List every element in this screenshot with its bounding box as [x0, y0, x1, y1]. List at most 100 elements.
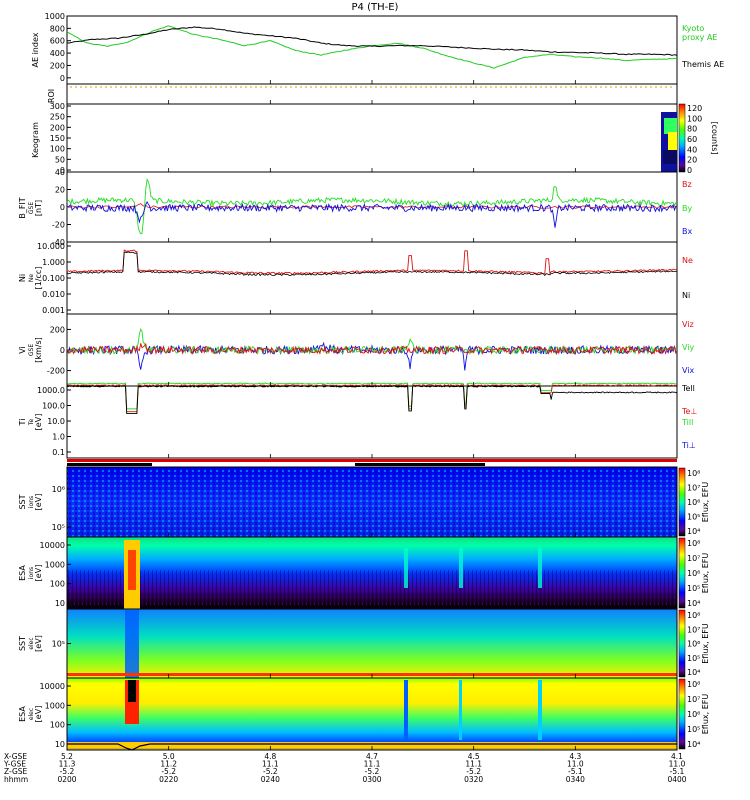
kyoto-ae-line — [66, 25, 678, 69]
keogram-y-label: Keogram — [31, 122, 40, 158]
ephemeris-y: 11.1 — [262, 760, 279, 769]
spectrogram-colorbar-tick: 10⁸ — [687, 680, 700, 689]
temperature-ytick-label: 10.0 — [47, 417, 65, 426]
mode-bar-black-2 — [355, 463, 485, 466]
spectrogram-units: [eV] — [34, 635, 43, 652]
esa-elec-event-4 — [538, 680, 542, 740]
spectrogram-colorbar-tick: 10⁶ — [687, 640, 700, 649]
ae-ytick-label: 0 — [60, 74, 65, 83]
mode-bar-red — [67, 459, 677, 462]
temperature-y-label-2: Te — [28, 419, 35, 427]
spectrogram-y-label: ESA — [18, 706, 27, 722]
density-y-label: Ni — [18, 274, 27, 282]
spectrogram-colorbar-tick: 10⁵ — [687, 654, 700, 663]
legend-ti-perp: Ti⊥ — [681, 441, 696, 450]
keogram-ytick-label: 100 — [50, 145, 65, 154]
keogram-colorbar-tick: 40 — [687, 145, 697, 154]
bfield-y-label-2: GSE — [28, 202, 35, 214]
sst-elec-image — [67, 609, 677, 678]
ephemeris-x: 4.8 — [264, 752, 276, 761]
sst-ions-panel — [66, 466, 678, 538]
esa-elec-bottom-band — [67, 742, 677, 748]
legend-viz: Viz — [682, 320, 694, 329]
ae-ytick-label: 200 — [50, 61, 65, 70]
spectrogram-ytick-label: 100 — [50, 721, 65, 730]
esa-ions-event-4 — [538, 548, 542, 588]
spectrogram-ytick-label: 1000 — [45, 560, 65, 569]
spectrogram-ytick-label: 1000 — [45, 701, 65, 710]
keogram-colorbar — [678, 103, 686, 173]
time-tick-label: 0400 — [667, 775, 686, 784]
ne-line — [66, 249, 678, 275]
ephemeris-z: -5.2 — [60, 767, 75, 776]
ti-line — [66, 385, 678, 415]
roi-y-label: ROI — [47, 89, 56, 103]
bfield-panel: 40 20 0 -20 -40 B_FIT GSE [nT] Bz By Bx — [18, 168, 692, 247]
spectrogram-ytick-label: 10 — [55, 740, 65, 749]
density-y-ticks: 10.000 1.000 0.100 0.010 0.001 — [37, 242, 71, 315]
time-axis-row-label: Z-GSE — [4, 767, 28, 776]
keogram-colorbar-label: [counts] — [710, 122, 719, 155]
legend-till: Till — [681, 418, 693, 427]
legend-tell: Tell — [681, 384, 695, 393]
bfield-ytick-label: 0 — [60, 203, 65, 212]
spectrogram-y-label-2: elec — [28, 708, 35, 720]
spectrogram-ytick-label: 10000 — [40, 541, 65, 550]
bfield-units: [nT] — [34, 200, 43, 216]
legend-themis-ae: Themis AE — [681, 60, 724, 69]
time-tick-label: 0300 — [362, 775, 381, 784]
ephemeris-x: 4.7 — [366, 752, 378, 761]
ephemeris-z: -5.2 — [263, 767, 278, 776]
ephemeris-z: -5.2 — [161, 767, 176, 776]
panel-x-ticks — [66, 80, 678, 750]
bfield-y-label: B_FIT — [18, 197, 27, 218]
keogram-colorbar-tick: 60 — [687, 135, 697, 144]
keogram-ytick-label: 300 — [50, 102, 65, 111]
spectrogram-ytick-label: 10000 — [40, 682, 65, 691]
spectrogram-units: [eV] — [34, 706, 43, 723]
velocity-units: [km/s] — [34, 337, 43, 363]
ephemeris-y: 11.2 — [160, 760, 177, 769]
ephemeris-x: 4.1 — [671, 752, 683, 761]
by-line — [66, 178, 678, 235]
keogram-ytick-label: 0 — [60, 166, 65, 175]
legend-kyoto-2: proxy AE — [682, 33, 717, 42]
density-ytick-label: 1.000 — [42, 258, 65, 267]
esa-elec-image — [67, 678, 677, 750]
spectrogram-ytick-label: 100 — [50, 580, 65, 589]
density-ytick-label: 10.000 — [37, 242, 65, 251]
themis-ae-line — [67, 26, 678, 56]
ae-ytick-label: 600 — [50, 37, 65, 46]
spectrogram-colorbar-tick: 10⁴ — [687, 527, 700, 536]
roi-panel: ROI — [47, 83, 678, 105]
spectrogram-ytick-label: 10⁶ — [52, 485, 65, 494]
spectrogram-colorbar-tick: 10⁴ — [687, 668, 700, 677]
keogram-colorbar-tick: 20 — [687, 156, 697, 165]
bx-line — [66, 200, 678, 228]
te-perp-line — [66, 384, 678, 413]
spectrogram-colorbar-tick: 10⁴ — [687, 599, 700, 608]
esa-ions-event-core — [128, 550, 136, 590]
keogram-colorbar-tick: 80 — [687, 125, 697, 134]
spectrogram-y-label: SST — [18, 636, 27, 651]
time-axis-row-label: Y-GSE — [3, 760, 26, 769]
keogram-ytick-label: 200 — [50, 123, 65, 132]
spectrogram-colorbar-tick: 10⁶ — [687, 498, 700, 507]
ae-panel: 1000 800 600 400 200 0 AE index Kyoto proxy A… — [31, 12, 724, 85]
keogram-colorbar-tick: 100 — [687, 114, 702, 123]
spectrogram-ytick-label: 10⁵ — [52, 523, 65, 532]
spectrogram-colorbar-label: Eflux, EFU — [701, 623, 710, 664]
legend-te-perp: Te⊥ — [681, 407, 697, 416]
keogram-image — [661, 112, 677, 172]
spectrogram-units: [eV] — [34, 565, 43, 582]
velocity-y-label-2: GSE — [28, 344, 35, 356]
density-units: [1/cc] — [34, 267, 43, 290]
velocity-ytick-label: -200 — [47, 367, 65, 376]
ae-ytick-label: 400 — [50, 49, 65, 58]
density-frame — [66, 241, 678, 315]
temperature-ytick-label: 100.0 — [42, 402, 65, 411]
spectrogram-y-label: ESA — [18, 565, 27, 581]
time-tick-label: 0340 — [566, 775, 585, 784]
keogram-colorbar-tick: 0 — [687, 166, 692, 175]
